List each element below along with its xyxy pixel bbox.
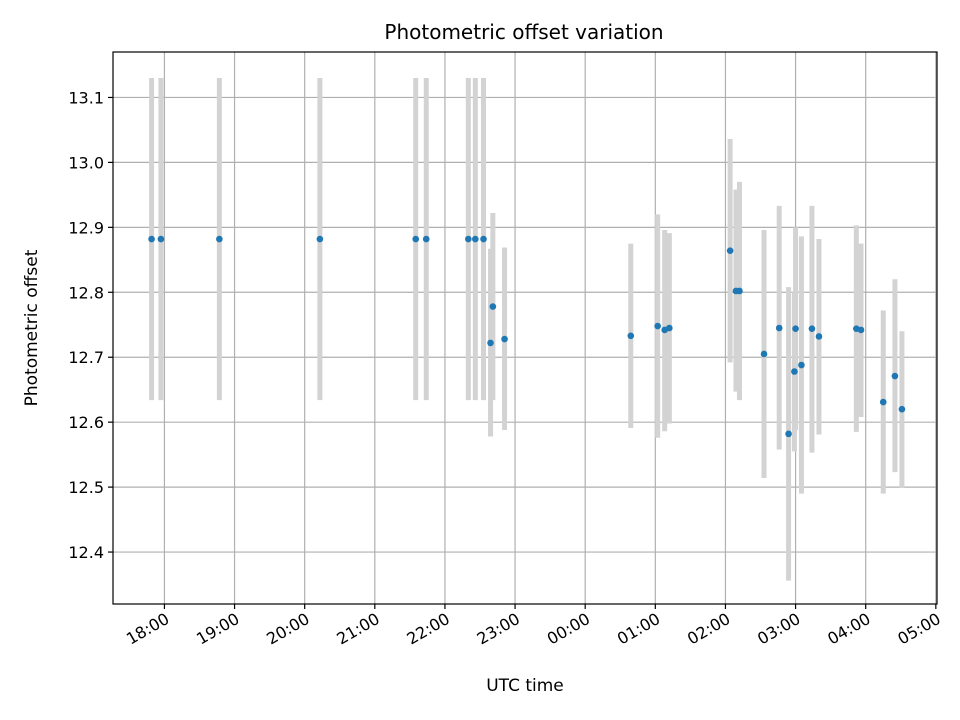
x-tick-label: 18:00 <box>123 609 172 649</box>
data-points <box>148 235 906 438</box>
data-point <box>465 235 472 243</box>
x-tick-label: 20:00 <box>263 609 312 649</box>
error-bars <box>149 77 905 581</box>
y-axis: 12.4 12.5 12.6 12.7 12.8 12.9 13.0 13.1 <box>68 88 113 562</box>
data-point <box>216 235 223 243</box>
plot-frame <box>112 51 938 605</box>
data-point <box>857 326 865 334</box>
data-point <box>736 287 743 295</box>
data-point <box>898 405 906 413</box>
x-tick-label: 21:00 <box>333 609 382 649</box>
data-point <box>627 332 635 340</box>
data-point <box>422 235 430 243</box>
x-tick-label: 19:00 <box>193 609 242 649</box>
data-point <box>489 303 497 310</box>
y-tick-label: 13.1 <box>68 88 104 107</box>
data-point <box>654 322 661 330</box>
data-point <box>726 247 734 255</box>
data-point <box>815 333 823 340</box>
data-point <box>808 325 816 332</box>
data-point <box>798 361 805 369</box>
data-point <box>792 325 799 332</box>
data-point <box>316 235 324 243</box>
y-tick-label: 12.6 <box>68 413 104 432</box>
data-point <box>891 372 899 380</box>
data-point <box>480 235 487 243</box>
x-tick-label: 22:00 <box>404 609 453 649</box>
y-tick-label: 12.9 <box>68 218 104 237</box>
y-tick-label: 12.4 <box>68 543 104 562</box>
data-point <box>148 235 155 243</box>
x-tick-label: 05:00 <box>894 609 943 649</box>
x-axis: 18:00 19:00 20:00 21:00 22:00 23:00 00:00 01:00… <box>123 604 944 649</box>
data-point <box>791 368 798 375</box>
data-point <box>760 350 768 358</box>
chart-title: Photometric offset variation <box>384 20 663 44</box>
data-point <box>157 235 165 243</box>
data-point <box>785 430 792 438</box>
x-tick-label: 00:00 <box>544 609 593 649</box>
y-tick-label: 13.0 <box>68 153 104 172</box>
data-point <box>879 398 887 406</box>
data-point <box>412 235 420 243</box>
y-tick-label: 12.5 <box>68 478 104 497</box>
data-point <box>472 235 479 243</box>
y-tick-label: 12.7 <box>68 348 104 367</box>
x-axis-label: UTC time <box>486 676 564 696</box>
x-tick-label: 04:00 <box>824 609 873 649</box>
x-tick-label: 03:00 <box>754 609 803 649</box>
data-point <box>487 339 494 347</box>
data-point <box>501 335 508 343</box>
y-tick-label: 12.8 <box>68 283 104 302</box>
x-tick-label: 01:00 <box>614 609 663 649</box>
data-point <box>775 324 783 332</box>
x-tick-label: 02:00 <box>684 609 733 649</box>
y-axis-label: Photometric offset <box>22 249 42 406</box>
data-point <box>666 324 673 332</box>
x-tick-label: 23:00 <box>474 609 523 649</box>
